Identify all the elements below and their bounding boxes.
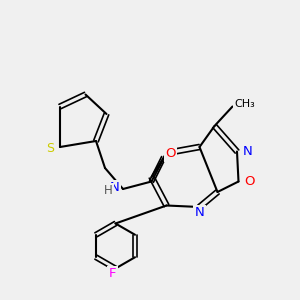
Text: N: N (242, 145, 252, 158)
Text: N: N (110, 181, 119, 194)
Text: N: N (195, 206, 204, 219)
Text: H: H (103, 184, 112, 197)
Text: CH₃: CH₃ (234, 99, 255, 109)
Text: S: S (46, 142, 54, 155)
Text: F: F (109, 267, 116, 280)
Text: O: O (244, 175, 254, 188)
Text: O: O (165, 147, 175, 161)
